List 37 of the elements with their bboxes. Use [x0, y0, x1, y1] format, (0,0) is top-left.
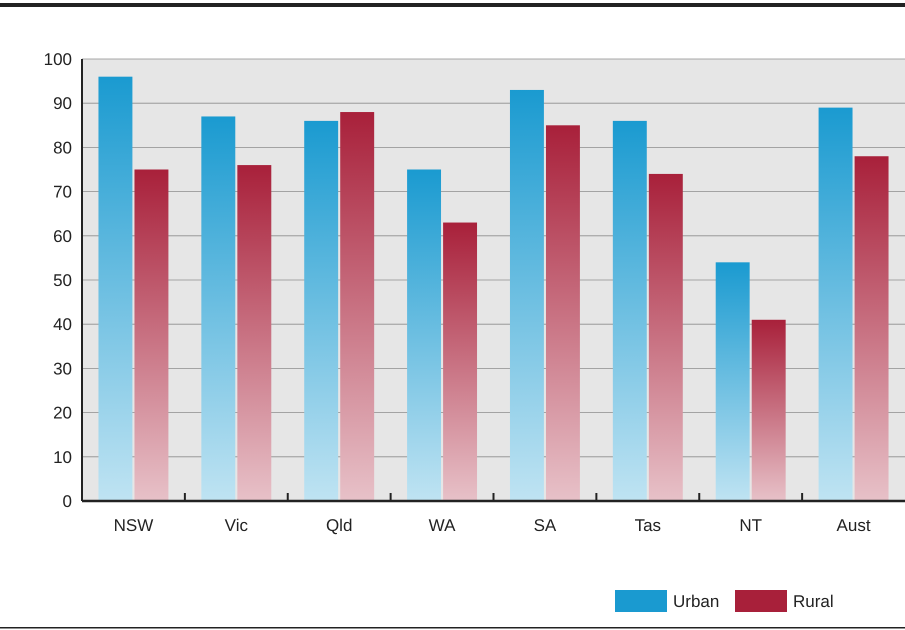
bar [340, 112, 374, 501]
x-tick-label: NSW [114, 516, 154, 535]
bar [237, 165, 272, 501]
y-tick-label: 30 [53, 359, 72, 378]
bar [443, 222, 478, 501]
bar [134, 170, 168, 501]
y-tick-label: 50 [53, 270, 72, 290]
y-tick-label: 100 [44, 50, 72, 69]
y-tick-label: 20 [53, 404, 72, 423]
bar [546, 125, 580, 501]
legend-label: Rural [793, 592, 834, 611]
legend-label: Urban [673, 592, 720, 611]
y-tick-label: 80 [53, 138, 72, 158]
y-tick-label: 90 [53, 94, 72, 114]
x-tick-label: Qld [326, 516, 352, 535]
bar [752, 320, 786, 501]
x-tick-label: Vic [224, 516, 248, 535]
x-tick-label: SA [534, 516, 557, 535]
y-tick-label: 40 [53, 315, 72, 334]
bar [648, 174, 683, 501]
y-tick-label: 70 [53, 182, 72, 202]
x-tick-label: Aust [836, 516, 871, 535]
bar [854, 156, 889, 501]
y-tick-label: 10 [53, 448, 72, 467]
bar [98, 76, 132, 501]
bar [612, 120, 647, 501]
x-tick-label: WA [428, 516, 456, 535]
x-tick-label: Tas [634, 516, 662, 535]
bar [201, 116, 236, 501]
y-tick-label: 60 [53, 226, 72, 246]
y-tick-label: 0 [62, 492, 72, 511]
bar [818, 108, 853, 501]
bar [510, 90, 544, 501]
bar [716, 262, 750, 501]
bar [407, 170, 442, 501]
bar [304, 120, 338, 501]
x-tick-label: NT [739, 516, 762, 535]
